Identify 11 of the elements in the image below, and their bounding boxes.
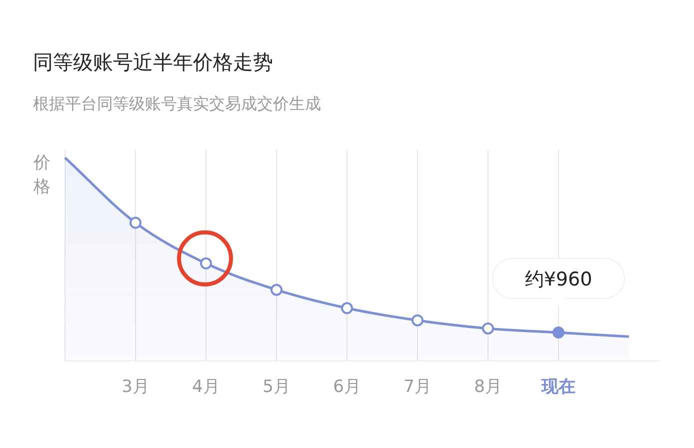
x-tick-label: 3月 — [122, 377, 150, 397]
chart-title: 同等级账号近半年价格走势 — [33, 50, 273, 74]
x-tick-label: 现在 — [540, 377, 576, 397]
x-tick-label: 4月 — [192, 377, 220, 397]
x-tick-label: 6月 — [333, 377, 361, 397]
chart-subtitle: 根据平台同等级账号真实交易成交价生成 — [33, 94, 321, 113]
annotation: 约¥960 — [524, 268, 592, 291]
x-tick-label: 8月 — [474, 377, 502, 397]
y-axis-title: 价格 — [32, 153, 50, 197]
x-tick-label: 7月 — [404, 377, 432, 397]
x-tick-label: 5月 — [262, 377, 290, 397]
